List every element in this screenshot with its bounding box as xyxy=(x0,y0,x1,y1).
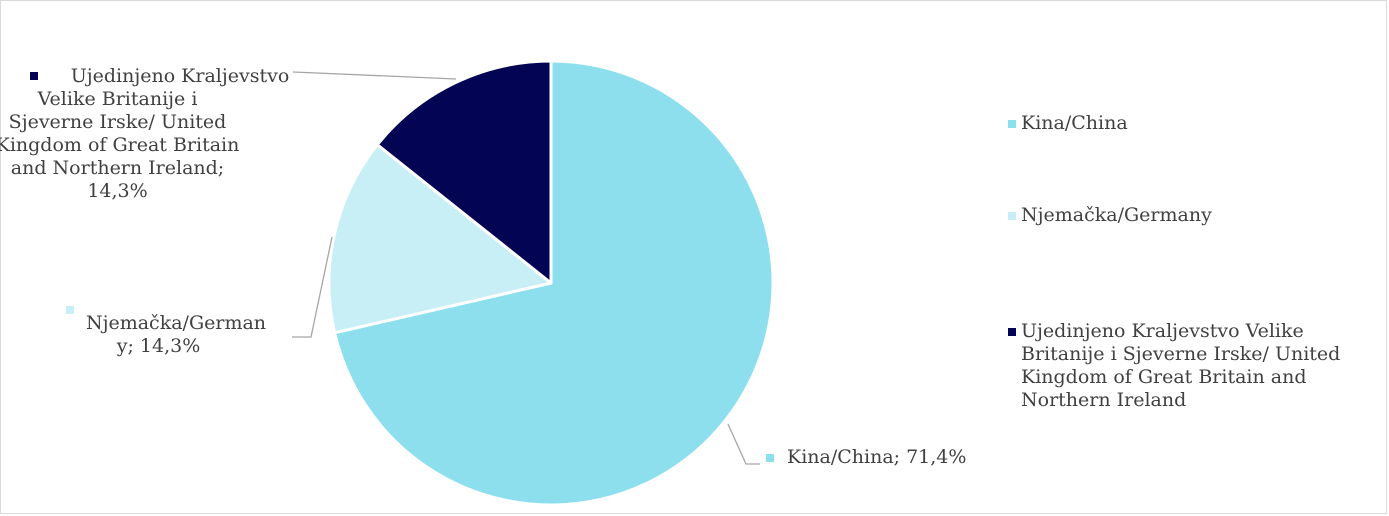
data-label-uk: Ujedinjeno Kraljevstvo Velike Britanije … xyxy=(0,65,330,203)
data-label-china-text: Kina/China; 71,4% xyxy=(787,446,967,468)
data-label-uk-swatch xyxy=(30,72,38,80)
pie-slice-uk xyxy=(375,59,553,285)
legend-swatch-germany xyxy=(1008,212,1016,220)
leader-line-uk xyxy=(292,71,457,80)
data-label-uk-line-4: Kingdom of Great Britain xyxy=(0,134,240,156)
legend-label-uk: Ujedinjeno Kraljevstvo Velike Britanije … xyxy=(1021,320,1340,412)
data-label-uk-line-2: Velike Britanije i xyxy=(37,88,198,110)
legend-label-uk-line-2: Britanije i Sjeverne Irske/ United xyxy=(1021,343,1341,365)
legend-swatch-china xyxy=(1008,120,1016,128)
legend-swatch-uk xyxy=(1008,328,1016,336)
pie-slice-germany xyxy=(327,143,553,335)
leader-line-china xyxy=(727,423,760,465)
data-label-uk-line-3: Sjeverne Irske/ United xyxy=(8,111,227,133)
legend-label-uk-line-1: Ujedinjeno Kraljevstvo Velike xyxy=(1021,320,1304,342)
data-label-germany-line-2: y; 14,3% xyxy=(116,335,201,357)
data-label-uk-line-1: Ujedinjeno Kraljevstvo xyxy=(70,65,290,87)
data-label-germany-swatch xyxy=(66,306,74,314)
data-label-germany-line-1: Njemačka/German xyxy=(85,312,267,334)
leader-line-germany xyxy=(292,236,333,338)
data-label-germany: Njemačka/German y; 14,3% xyxy=(66,305,306,358)
legend-label-uk-line-4: Northern Ireland xyxy=(1021,389,1187,411)
data-label-china: Kina/China; 71,4% xyxy=(766,446,966,469)
data-label-uk-line-6: 14,3% xyxy=(87,180,148,202)
pie-slice-china xyxy=(333,59,775,507)
legend-label-china: Kina/China xyxy=(1021,112,1128,134)
legend-label-germany: Njemačka/Germany xyxy=(1021,204,1212,226)
legend-label-uk-line-3: Kingdom of Great Britain and xyxy=(1021,366,1307,388)
data-label-uk-line-5: and Northern Ireland; xyxy=(10,157,225,179)
data-label-china-swatch xyxy=(766,454,774,462)
